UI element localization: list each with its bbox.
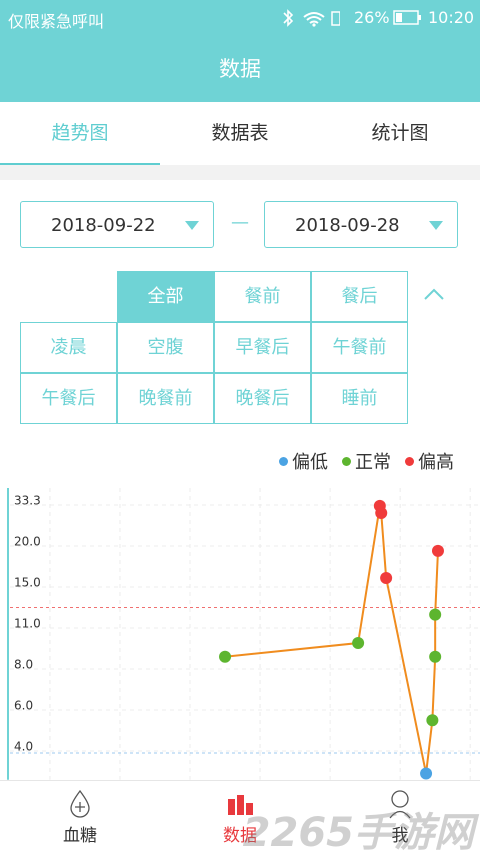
carrier-text: 仅限紧急呼叫 — [8, 12, 105, 31]
legend-label: 正常 — [355, 452, 391, 473]
filter-cell[interactable]: 全部 — [117, 271, 214, 322]
battery-percent: 26% — [354, 8, 390, 27]
legend: 偏低 正常 偏高 — [279, 448, 454, 474]
y-tick-label: 11.0 — [14, 617, 41, 631]
filter-cell[interactable]: 早餐后 — [214, 322, 311, 373]
tab[interactable]: 趋势图 — [0, 102, 160, 166]
collapse-icon[interactable] — [422, 286, 446, 302]
data-point — [219, 650, 232, 663]
nav-icon — [228, 795, 253, 815]
y-tick-label: 4.0 — [14, 740, 33, 754]
start-date[interactable]: 2018-09-22 — [20, 201, 214, 248]
bottom-nav: 血糖 数据 我 — [0, 780, 480, 854]
tab[interactable]: 统计图 — [371, 122, 429, 144]
legend-dot — [405, 456, 414, 466]
nav-item[interactable]: 我 — [320, 781, 480, 854]
status-icons — [283, 9, 340, 27]
legend-item: 正常 — [342, 448, 391, 474]
end-date-text: 2018-09-28 — [295, 215, 400, 236]
nav-label: 血糖 — [63, 826, 97, 846]
tab-bar: 趋势图 数据表 统计图 — [0, 102, 480, 166]
watermark: 2265手游网 — [242, 810, 474, 856]
legend-dot — [342, 456, 351, 466]
filter-cell[interactable]: 餐后 — [311, 271, 408, 322]
separator — [0, 165, 480, 180]
legend-item: 偏低 — [279, 448, 328, 474]
nav-icon — [70, 789, 90, 818]
y-tick-label: 33.3 — [14, 494, 41, 508]
legend-dot — [279, 456, 288, 466]
end-date[interactable]: 2018-09-28 — [264, 201, 458, 248]
legend-label: 偏高 — [418, 452, 454, 473]
nav-item[interactable]: 数据 — [160, 781, 320, 854]
filter-cell[interactable]: 空腹 — [117, 322, 214, 373]
filter-cell[interactable]: 餐前 — [214, 271, 311, 322]
data-point — [426, 714, 439, 727]
legend-label: 偏低 — [292, 452, 328, 473]
header-title: 数据 — [0, 36, 480, 102]
filter-cell[interactable]: 凌晨 — [20, 322, 117, 373]
data-point — [352, 637, 365, 650]
data-point — [429, 608, 442, 621]
filter-cell[interactable]: 午餐前 — [311, 322, 408, 373]
filter-cell[interactable]: 晚餐后 — [214, 373, 311, 424]
status-bar: 仅限紧急呼叫 26% 10:20 — [0, 0, 480, 36]
nav-item[interactable]: 血糖 — [0, 781, 160, 854]
data-point — [380, 571, 393, 584]
filter-cell[interactable]: 午餐后 — [20, 373, 117, 424]
y-tick-label: 8.0 — [14, 658, 33, 672]
legend-item: 偏高 — [405, 448, 454, 474]
data-point — [420, 767, 433, 780]
y-tick-label: 20.0 — [14, 535, 41, 549]
date-separator: — — [231, 212, 249, 233]
nav-icon — [389, 790, 411, 819]
filter-cell[interactable]: 睡前 — [311, 373, 408, 424]
y-tick-label: 6.0 — [14, 699, 33, 713]
filter-cell[interactable]: 晚餐前 — [117, 373, 214, 424]
tab[interactable]: 数据表 — [211, 122, 269, 144]
battery-icon — [393, 10, 421, 25]
data-point — [431, 544, 444, 557]
nav-label: 我 — [391, 826, 409, 846]
clock: 10:20 — [428, 8, 475, 27]
data-point — [429, 650, 442, 663]
y-tick-label: 15.0 — [14, 576, 41, 590]
nav-label: 数据 — [223, 826, 257, 846]
trend-chart: 4.0 6.0 8.0 11.0 15.0 20.0 33.3 — [7, 488, 480, 780]
start-date-text: 2018-09-22 — [51, 215, 156, 236]
data-point — [375, 507, 388, 520]
trend-line — [224, 505, 439, 774]
